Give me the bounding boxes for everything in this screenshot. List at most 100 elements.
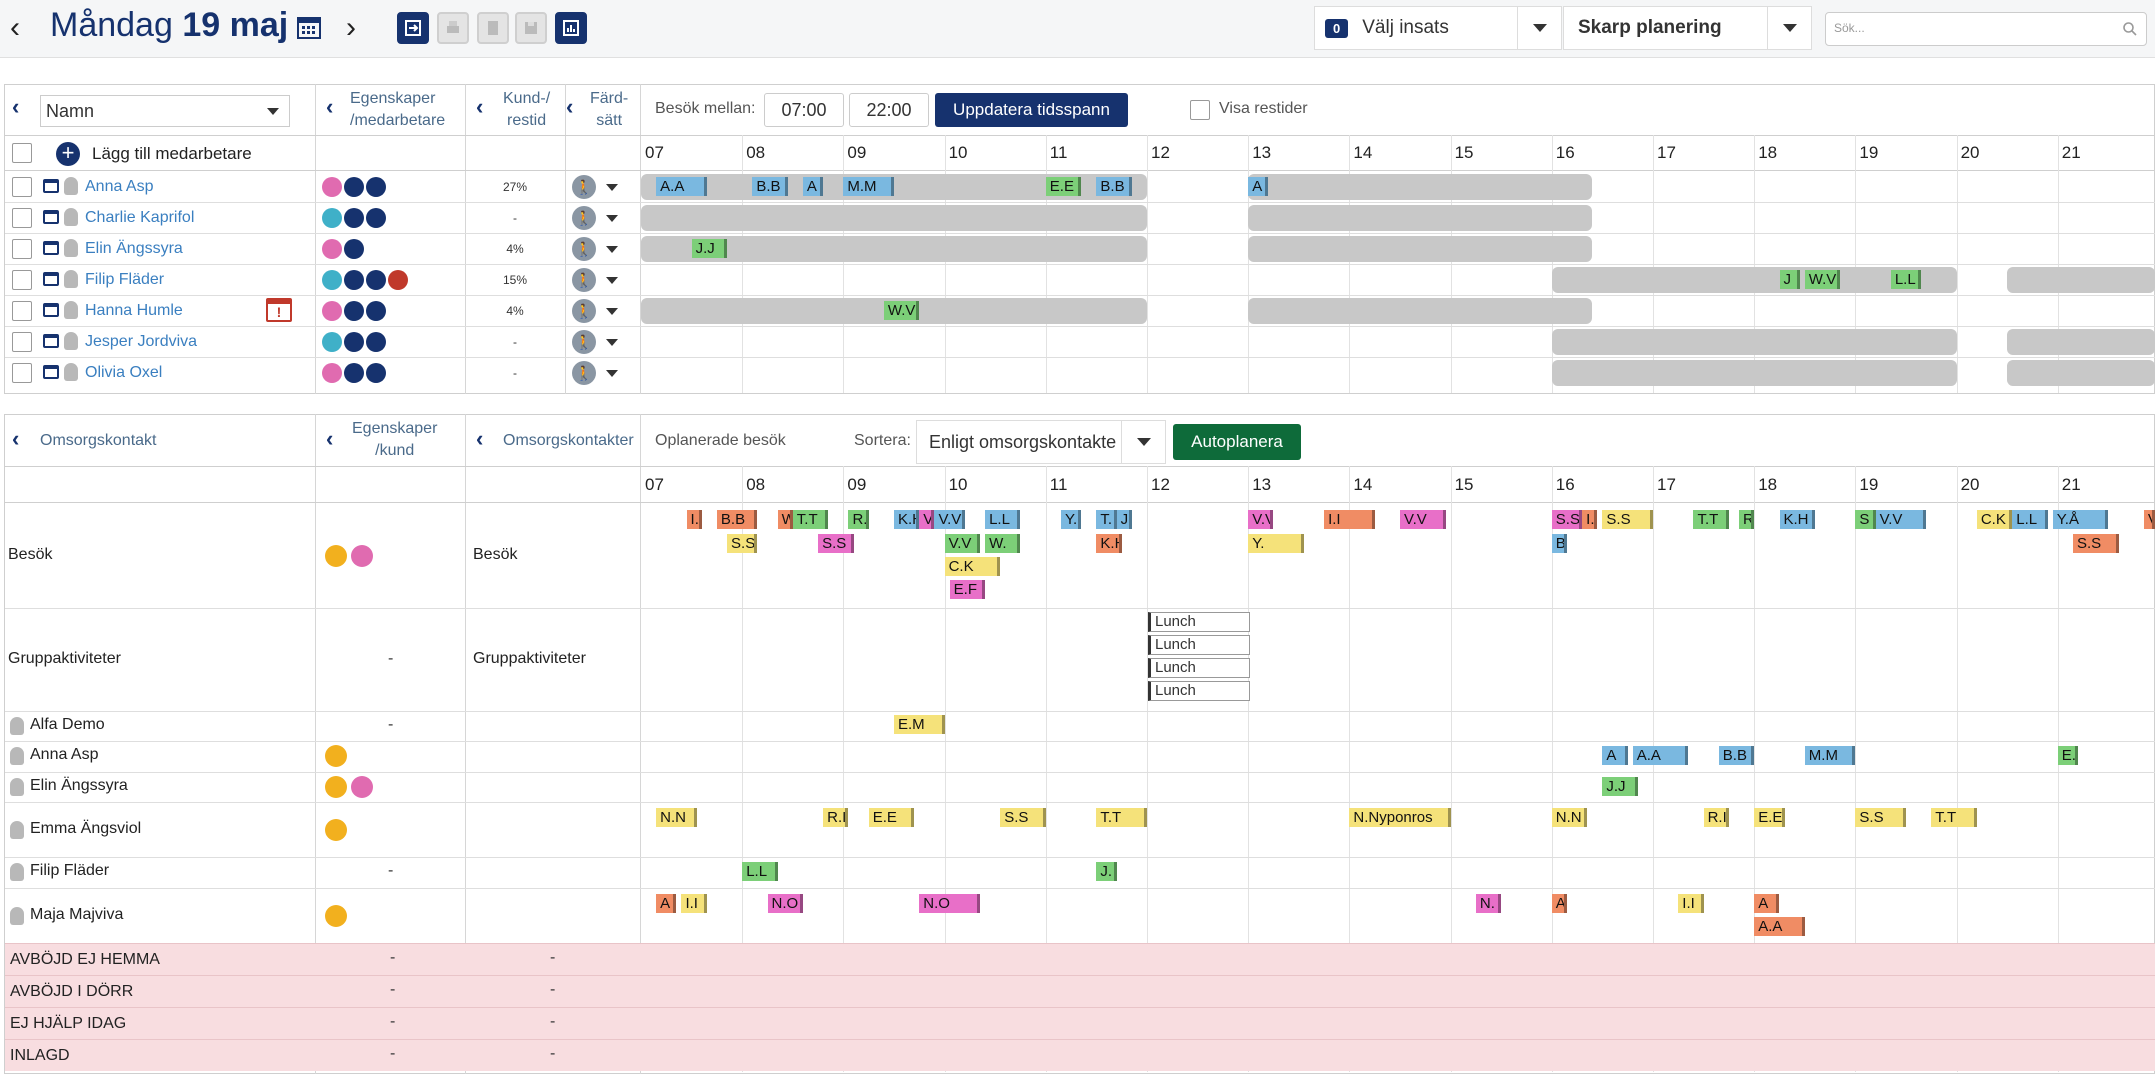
visit-block[interactable]: V. — [919, 510, 935, 529]
visit-block[interactable]: I. — [686, 510, 702, 529]
collapse-name-icon[interactable]: ‹ — [12, 94, 20, 119]
visit-block[interactable]: E.E — [868, 808, 915, 827]
visit-block[interactable]: J. — [1116, 510, 1132, 529]
chevron-down-icon[interactable] — [606, 246, 618, 253]
planning-select[interactable]: Skarp planering — [1563, 6, 1812, 50]
client-row-label[interactable]: Filip Fläder — [30, 862, 110, 879]
walking-icon[interactable]: 🚶 — [572, 175, 596, 199]
chevron-down-icon[interactable] — [606, 215, 618, 222]
visit-block[interactable]: K.H — [1096, 534, 1122, 553]
shift-bar[interactable] — [1551, 329, 1957, 355]
staff-checkbox[interactable] — [12, 177, 32, 197]
staff-checkbox[interactable] — [12, 208, 32, 228]
shift-bar[interactable] — [2007, 329, 2155, 355]
shift-bar[interactable] — [1248, 205, 1593, 231]
visit-block[interactable]: S — [1855, 510, 1876, 529]
staff-name[interactable]: Olivia Oxel — [85, 364, 163, 381]
visit-block[interactable]: R.F — [848, 510, 869, 529]
visit-block[interactable]: Y. — [1248, 534, 1304, 553]
visit-block[interactable]: N.N — [656, 808, 697, 827]
search-input[interactable]: Sök... — [1825, 12, 2147, 46]
visit-block[interactable]: I.I — [681, 894, 707, 913]
chevron-down-icon[interactable] — [606, 308, 618, 315]
visit-block[interactable]: N. — [1475, 894, 1502, 913]
visit-block[interactable]: B.B — [1096, 177, 1132, 196]
visit-block[interactable]: S.S — [1551, 510, 1583, 529]
status-row[interactable] — [5, 975, 2155, 1007]
visit-block[interactable]: L.L — [985, 510, 1021, 529]
visit-block[interactable]: C.K — [944, 557, 1001, 576]
shift-bar[interactable] — [1248, 174, 1593, 200]
visit-block[interactable]: S.S — [1602, 510, 1653, 529]
staff-checkbox[interactable] — [12, 239, 32, 259]
staff-name[interactable]: Anna Asp — [85, 178, 154, 195]
visit-block[interactable]: S.S — [1000, 808, 1046, 827]
visit-block[interactable]: L.L — [742, 862, 778, 881]
visit-block[interactable]: E.E — [1754, 808, 1785, 827]
calendar-icon[interactable] — [43, 303, 59, 317]
walking-icon[interactable]: 🚶 — [572, 330, 596, 354]
save-icon[interactable] — [515, 12, 547, 44]
visit-block[interactable]: W.V — [883, 301, 920, 320]
client-row-label[interactable]: Emma Ängsviol — [30, 819, 142, 837]
visit-block[interactable]: L.L — [1890, 270, 1922, 289]
staff-name[interactable]: Elin Ängssyra — [85, 240, 183, 257]
visit-block[interactable]: T.T — [1931, 808, 1977, 827]
client-row-label[interactable]: Besök — [8, 545, 53, 563]
time-from-input[interactable]: 07:00 — [764, 93, 844, 127]
visit-block[interactable]: V.V — [1875, 510, 1927, 529]
calendar-icon[interactable] — [43, 241, 59, 255]
collapse-contact-icon[interactable]: ‹ — [12, 426, 20, 451]
visit-block[interactable]: K.H — [1779, 510, 1815, 529]
visit-block[interactable]: A — [1754, 894, 1780, 913]
lunch-block[interactable]: Lunch — [1148, 635, 1250, 655]
staff-checkbox[interactable] — [12, 270, 32, 290]
add-staff-icon[interactable]: + — [56, 142, 80, 166]
client-row-label[interactable]: Maja Majviva — [30, 905, 124, 923]
status-row[interactable] — [5, 1039, 2155, 1071]
next-day-button[interactable]: › — [346, 11, 356, 44]
chevron-down-icon[interactable] — [1767, 7, 1811, 49]
visit-block[interactable]: A — [656, 894, 677, 913]
visit-block[interactable]: E.M — [894, 715, 945, 734]
collapse-props-icon[interactable]: ‹ — [326, 94, 334, 119]
prev-day-button[interactable]: ‹ — [10, 11, 20, 44]
visit-block[interactable]: V — [2143, 510, 2155, 529]
staff-name[interactable]: Hanna Humle — [85, 302, 183, 319]
visit-block[interactable]: Y. — [1060, 510, 1082, 529]
visit-block[interactable]: K.H — [894, 510, 920, 529]
visit-block[interactable]: J.J — [1602, 777, 1638, 796]
visit-block[interactable]: I.I — [1324, 510, 1375, 529]
client-row-label[interactable]: Gruppaktiviteter — [8, 649, 121, 667]
visit-block[interactable]: V.V — [934, 510, 965, 529]
lunch-block[interactable]: Lunch — [1148, 612, 1250, 632]
time-to-input[interactable]: 22:00 — [849, 93, 929, 127]
visit-block[interactable]: M.M — [1804, 746, 1856, 765]
visit-block[interactable]: W — [777, 510, 793, 529]
visit-block[interactable]: E. — [2057, 746, 2079, 765]
autoplan-button[interactable]: Autoplanera — [1173, 424, 1301, 460]
calendar-icon[interactable] — [43, 179, 59, 193]
staff-checkbox[interactable] — [12, 332, 32, 352]
visit-block[interactable]: I.I — [1678, 894, 1704, 913]
visit-block[interactable]: V.V — [1248, 510, 1274, 529]
visit-block[interactable]: E.F — [949, 580, 986, 599]
calendar-icon[interactable] — [43, 210, 59, 224]
lunch-block[interactable]: Lunch — [1148, 681, 1250, 701]
visit-block[interactable]: T.T — [1693, 510, 1729, 529]
export-icon[interactable] — [397, 12, 429, 44]
collapse-kund-icon[interactable]: ‹ — [476, 94, 484, 119]
shift-bar[interactable] — [1551, 267, 1957, 293]
client-row-label[interactable]: Alfa Demo — [30, 716, 105, 733]
print-icon[interactable] — [437, 12, 469, 44]
visit-block[interactable]: Y.Å — [2052, 510, 2109, 529]
staff-name[interactable]: Charlie Kaprifol — [85, 209, 195, 226]
chevron-down-icon[interactable] — [606, 339, 618, 346]
visit-block[interactable]: N.Nyponros — [1349, 808, 1451, 827]
shift-bar[interactable] — [2007, 267, 2155, 293]
visit-block[interactable]: W. — [985, 534, 1021, 553]
visit-block[interactable]: A — [1551, 894, 1567, 913]
visit-block[interactable]: E.E — [1045, 177, 1082, 196]
visit-block[interactable]: R.I — [1703, 808, 1729, 827]
staff-checkbox[interactable] — [12, 363, 32, 383]
